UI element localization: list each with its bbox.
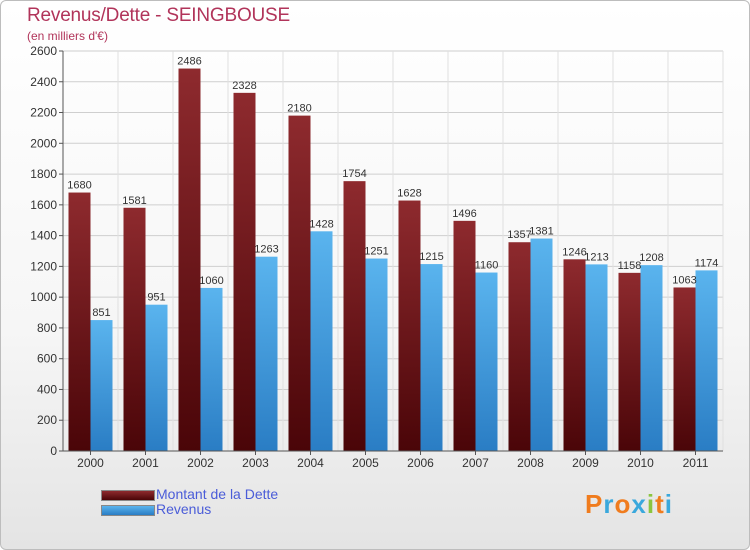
- data-label-revenus: 951: [147, 292, 165, 304]
- x-tick-label: 2001: [132, 456, 159, 470]
- data-label-dette: 1581: [122, 195, 146, 207]
- bar-dette: [343, 181, 366, 451]
- data-label-dette: 1680: [67, 180, 91, 192]
- y-tick-label: 1600: [30, 198, 57, 212]
- data-label-dette: 1246: [562, 246, 586, 258]
- x-tick-label: 2006: [407, 456, 434, 470]
- bar-revenus: [585, 264, 608, 451]
- bar-dette: [673, 287, 696, 451]
- y-tick-label: 1000: [30, 290, 57, 304]
- bar-dette: [233, 92, 256, 451]
- bar-dette: [508, 242, 531, 451]
- data-label-revenus: 1428: [309, 218, 333, 230]
- y-tick-label: 1400: [30, 229, 57, 243]
- data-label-revenus: 1208: [639, 252, 663, 264]
- y-tick-label: 1200: [30, 259, 57, 273]
- y-tick-label: 2000: [30, 136, 57, 150]
- data-label-dette: 1496: [452, 208, 476, 220]
- x-tick-label: 2005: [352, 456, 379, 470]
- y-tick-label: 2200: [30, 106, 57, 120]
- bar-dette: [563, 259, 586, 451]
- x-tick-label: 2011: [683, 456, 709, 470]
- logo-letter: r: [603, 489, 615, 519]
- data-label-dette: 2328: [232, 80, 256, 92]
- chart-title: Revenus/Dette - SEINGBOUSE: [27, 5, 291, 26]
- data-label-revenus: 851: [92, 307, 110, 319]
- legend-swatch-revenus: [101, 505, 155, 516]
- bar-revenus: [145, 304, 168, 451]
- logo-letter: i: [664, 489, 673, 519]
- bar-revenus: [90, 320, 113, 451]
- bar-dette: [453, 220, 476, 451]
- y-tick-label: 2600: [30, 44, 57, 58]
- y-tick-label: 2400: [30, 75, 57, 89]
- data-label-revenus: 1213: [584, 251, 608, 263]
- data-label-revenus: 1251: [364, 246, 388, 258]
- logo-letter: i: [646, 489, 656, 519]
- legend-swatch-debt: [101, 490, 155, 501]
- data-label-revenus: 1263: [254, 244, 278, 256]
- data-label-dette: 2180: [287, 103, 311, 115]
- data-label-revenus: 1174: [695, 257, 719, 269]
- data-label-revenus: 1381: [529, 226, 553, 238]
- logo-letter: t: [655, 489, 665, 519]
- bar-dette: [178, 68, 201, 452]
- data-label-revenus: 1215: [419, 251, 443, 263]
- x-tick-label: 2008: [517, 456, 544, 470]
- y-tick-label: 200: [37, 413, 57, 427]
- bar-dette: [123, 207, 146, 451]
- y-tick-label: 1800: [30, 167, 57, 181]
- chart-subtitle: (en milliers d'€): [27, 29, 108, 43]
- bar-dette: [398, 200, 421, 451]
- x-tick-label: 2002: [187, 456, 214, 470]
- data-label-dette: 1628: [397, 188, 421, 200]
- bar-revenus: [365, 258, 388, 451]
- data-label-revenus: 1160: [475, 260, 499, 272]
- y-tick-label: 0: [50, 444, 57, 458]
- logo-letter: x: [631, 489, 647, 519]
- data-label-dette: 2486: [177, 56, 201, 68]
- data-label-dette: 1063: [672, 274, 696, 286]
- x-tick-label: 2000: [77, 456, 104, 470]
- x-tick-label: 2007: [462, 456, 489, 470]
- y-tick-label: 600: [37, 352, 57, 366]
- bar-dette: [288, 115, 311, 451]
- bar-revenus: [200, 287, 223, 451]
- logo-letter: o: [614, 489, 632, 519]
- bar-revenus: [420, 264, 443, 451]
- bar-revenus: [695, 270, 718, 451]
- x-tick-label: 2009: [572, 456, 599, 470]
- x-tick-label: 2003: [242, 456, 269, 470]
- y-tick-label: 400: [37, 382, 57, 396]
- y-tick-label: 800: [37, 321, 57, 335]
- data-label-revenus: 1060: [199, 275, 223, 287]
- bar-dette: [618, 272, 641, 451]
- data-label-dette: 1357: [507, 229, 531, 241]
- data-label-dette: 1754: [342, 168, 366, 180]
- bar-dette: [68, 192, 91, 452]
- bar-revenus: [255, 256, 278, 451]
- data-label-dette: 1158: [618, 260, 642, 272]
- bar-revenus: [475, 272, 498, 451]
- legend-label-debt: Montant de la Dette: [156, 486, 279, 502]
- logo-letter: P: [585, 489, 604, 519]
- bar-revenus: [640, 265, 663, 451]
- x-tick-label: 2010: [627, 456, 654, 470]
- x-tick-label: 2004: [297, 456, 324, 470]
- legend-label-revenus: Revenus: [156, 501, 212, 517]
- bar-revenus: [530, 238, 553, 451]
- bar-revenus: [310, 231, 333, 451]
- proxiti-logo: Proxiti: [585, 489, 673, 520]
